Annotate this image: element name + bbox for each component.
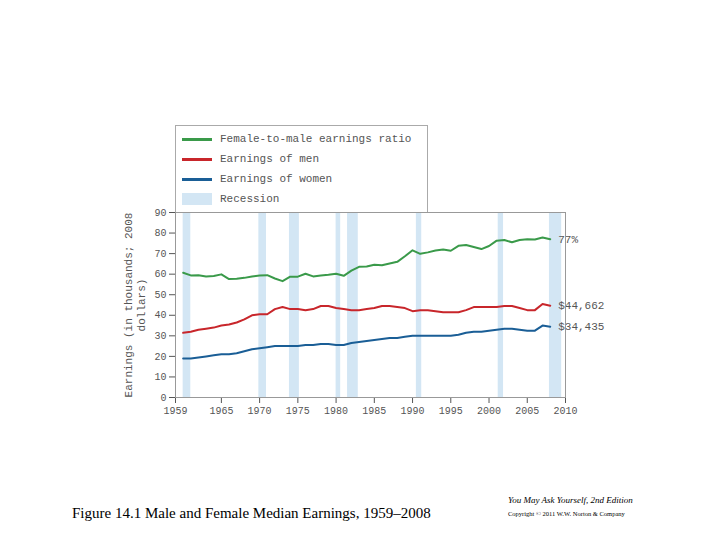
svg-text:1980: 1980 [324,406,348,417]
svg-text:70: 70 [154,249,166,260]
svg-text:0: 0 [160,393,166,404]
html-text:You May Ask Yourself, 2nd Edit: You May Ask Yourself, 2nd Edition [508,495,633,505]
svg-text:40: 40 [154,310,166,321]
svg-text:1975: 1975 [286,406,310,417]
html-text:Earnings (in thousands; 2008 d: Earnings (in thousands; 2008 dollars) [123,212,148,398]
svg-text:60: 60 [154,269,166,280]
svg-text:10: 10 [154,372,166,383]
html-text:Female-to-male earnings ratio: Female-to-male earnings ratio [220,133,412,145]
svg-text:1965: 1965 [209,406,233,417]
svg-text:1995: 1995 [439,406,463,417]
svg-text:30: 30 [154,331,166,342]
svg-text:2010: 2010 [553,406,577,417]
svg-text:1970: 1970 [248,406,272,417]
svg-text:20: 20 [154,352,166,363]
svg-text:$44,662: $44,662 [558,300,605,313]
svg-text:90: 90 [154,208,166,219]
svg-text:80: 80 [154,228,166,239]
svg-text:1985: 1985 [362,406,386,417]
html-text:Earnings of men: Earnings of men [220,153,319,165]
svg-text:1959: 1959 [163,406,187,417]
svg-text:77%: 77% [558,234,578,246]
svg-text:50: 50 [154,290,166,301]
svg-text:2000: 2000 [477,406,501,417]
html-text:Figure 14.1 Male and Female Me: Figure 14.1 Male and Female Median Earni… [72,505,431,521]
svg-text:$34,435: $34,435 [558,321,605,334]
html-text:Copyright © 2011 W.W. Norton &: Copyright © 2011 W.W. Norton & Company [508,510,625,517]
svg-text:2005: 2005 [515,406,539,417]
html-text:Recession: Recession [220,193,280,205]
svg-text:1990: 1990 [401,406,425,417]
html-text:Earnings of women: Earnings of women [220,173,333,185]
